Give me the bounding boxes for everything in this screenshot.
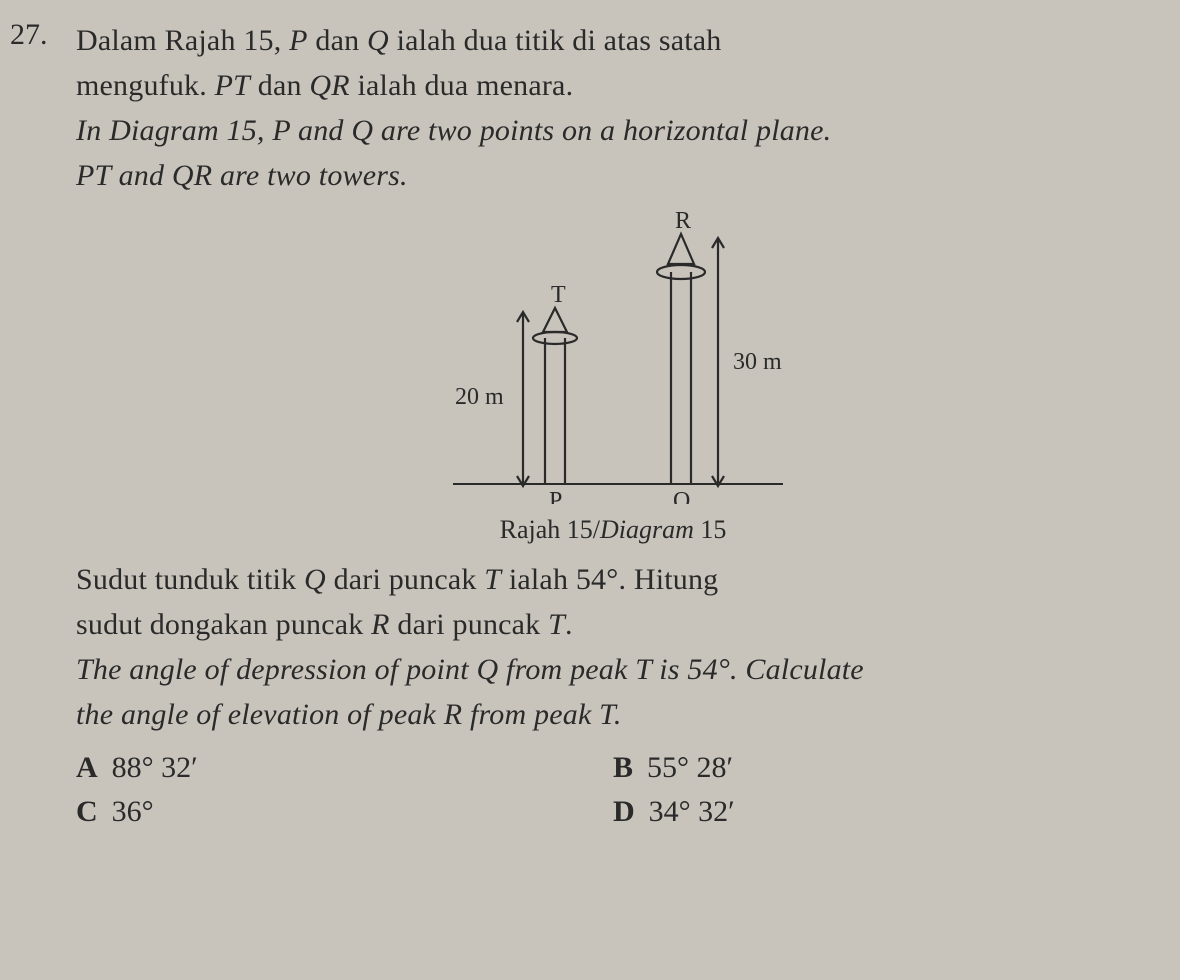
malay-line-1: Dalam Rajah 15, P dan Q ialah dua titik … (76, 18, 1150, 63)
diagram-svg: T P 20 m R Q (383, 204, 843, 504)
label-20m: 20 m (455, 384, 504, 410)
option-C: C36° (76, 795, 613, 829)
options-grid: A88° 32′ B55° 28′ C36° D34° 32′ (76, 751, 1150, 829)
option-B: B55° 28′ (613, 751, 1150, 785)
question-number: 27. (10, 18, 64, 829)
malay-prompt-2: sudut dongakan puncak R dari puncak T. (76, 602, 1150, 647)
question-body: Dalam Rajah 15, P dan Q ialah dua titik … (76, 18, 1150, 829)
option-D: D34° 32′ (613, 795, 1150, 829)
diagram-container: T P 20 m R Q (76, 204, 1150, 545)
label-30m: 30 m (733, 349, 782, 375)
english-prompt-1: The angle of depression of point Q from … (76, 647, 1150, 692)
label-Q: Q (673, 488, 690, 504)
option-A: A88° 32′ (76, 751, 613, 785)
english-prompt-2: the angle of elevation of peak R from pe… (76, 692, 1150, 737)
label-T: T (551, 282, 566, 308)
english-line-2: PT and QR are two towers. (76, 153, 1150, 198)
diagram-caption: Rajah 15/Diagram 15 (76, 515, 1150, 545)
malay-prompt-1: Sudut tunduk titik Q dari puncak T ialah… (76, 557, 1150, 602)
label-R: R (675, 208, 691, 234)
prompt-block: Sudut tunduk titik Q dari puncak T ialah… (76, 557, 1150, 737)
english-line-1: In Diagram 15, P and Q are two points on… (76, 108, 1150, 153)
malay-line-2: mengufuk. PT dan QR ialah dua menara. (76, 63, 1150, 108)
question-block: 27. Dalam Rajah 15, P dan Q ialah dua ti… (10, 18, 1150, 829)
label-P: P (549, 488, 562, 504)
